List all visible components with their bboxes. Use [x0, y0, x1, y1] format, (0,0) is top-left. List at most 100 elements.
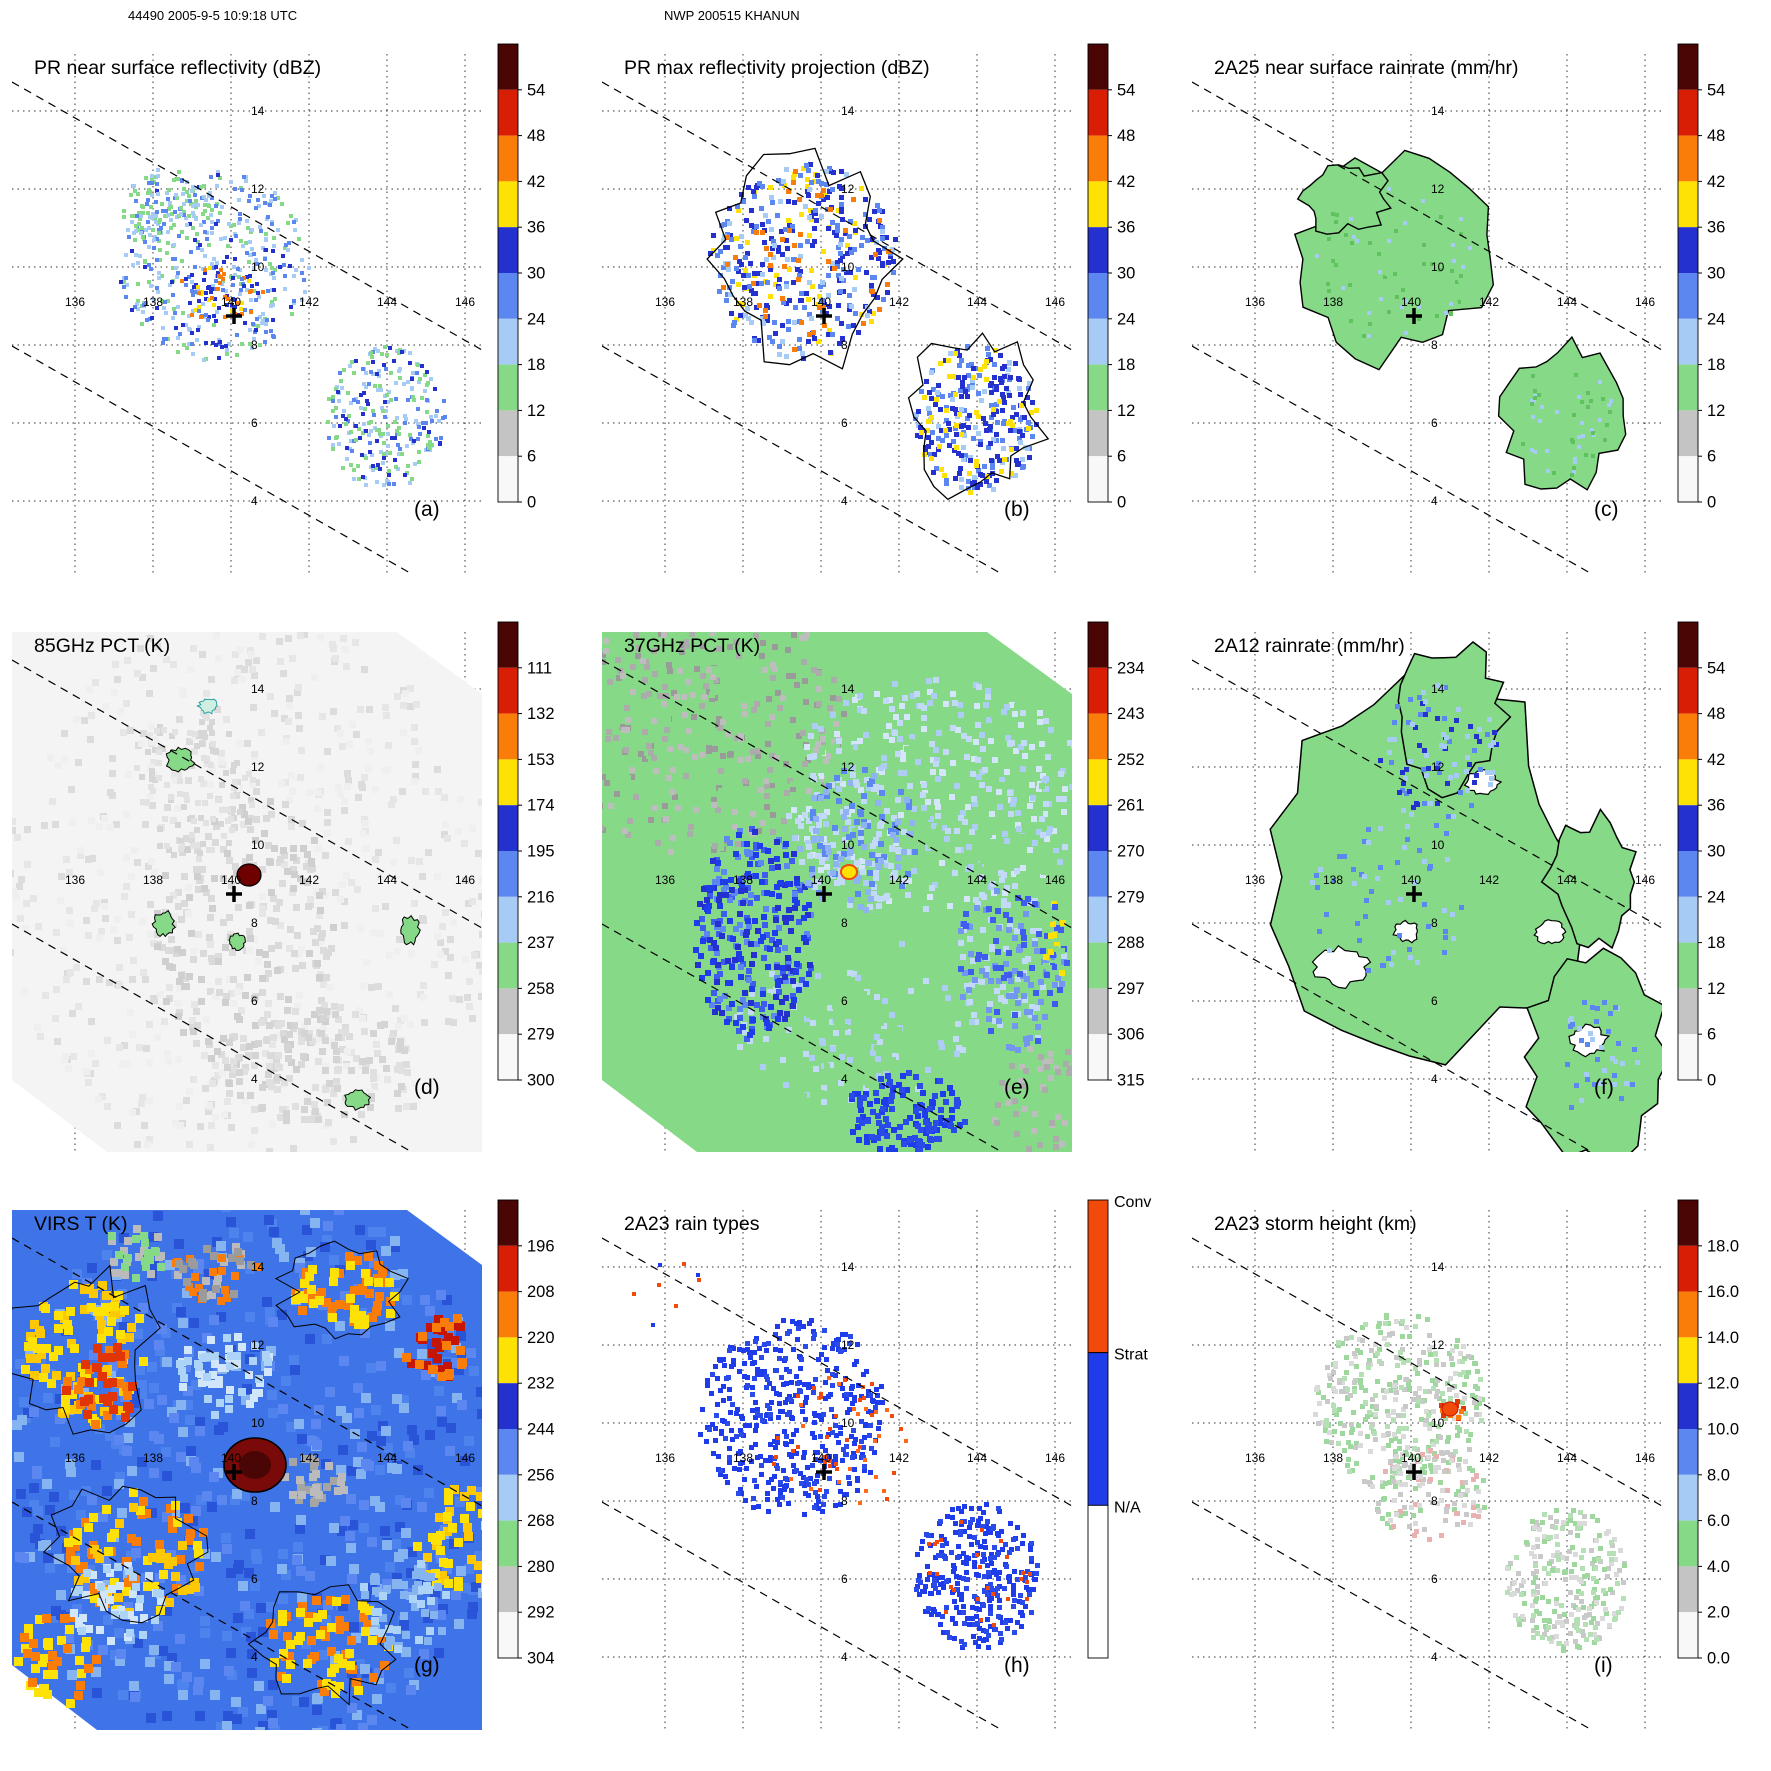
colorbar-g: 196 208 220 232 244 256 268 280 292 304 — [497, 1199, 555, 1668]
axis-labels: 136 138 140 142 144 146 14 12 10 8 6 4 — [1245, 104, 1655, 508]
colorbar-label: 54 — [1117, 81, 1135, 99]
colorbar-label: 24 — [527, 310, 545, 328]
colorbar-label: 12 — [1707, 402, 1725, 420]
swath-edge-lines — [1192, 659, 1662, 1152]
lat-label: 10 — [1431, 260, 1445, 274]
lat-label: 12 — [841, 182, 855, 196]
lon-label: 140 — [1401, 873, 1421, 887]
lat-label: 10 — [1431, 1416, 1445, 1430]
swath-edge-lines — [602, 1237, 1072, 1730]
storm-center-marker — [226, 1464, 242, 1480]
colorbar-label: 42 — [1117, 173, 1135, 191]
colorbar-label: 24 — [1707, 310, 1725, 328]
panel-letter: (a) — [414, 498, 440, 521]
swath-edge-lines — [1192, 1237, 1662, 1730]
panel-letter: (i) — [1594, 1654, 1613, 1677]
lat-label: 6 — [1431, 416, 1438, 430]
lon-label: 144 — [1557, 295, 1577, 309]
lon-label: 144 — [377, 295, 397, 309]
colorbar-label: 36 — [1117, 219, 1135, 237]
figure-e: 136 138 140 142 144 146 14 12 10 8 6 4 (e) 37GHz PCT … — [602, 621, 1145, 1152]
panel-title: VIRS T (K) — [34, 1213, 128, 1235]
lon-label: 146 — [1635, 1451, 1655, 1465]
colorbar-label: 216 — [527, 888, 555, 906]
data-layer — [1293, 149, 1627, 491]
lon-label: 146 — [1635, 295, 1655, 309]
panel-a: 136 138 140 142 144 146 14 12 10 8 6 4 (a) PR near su… — [2, 28, 587, 600]
colorbar-label: 0 — [1707, 494, 1716, 512]
colorbar-label: 48 — [1707, 127, 1725, 145]
colorbar-label: 14.0 — [1707, 1329, 1739, 1347]
map-b: 136 138 140 142 144 146 14 12 10 8 6 4 (b) — [602, 54, 1072, 574]
panel-title: 2A23 storm height (km) — [1214, 1213, 1417, 1235]
colorbar-label: 300 — [527, 1072, 555, 1090]
lat-label: 6 — [841, 994, 848, 1008]
colorbar-label: 6.0 — [1707, 1512, 1730, 1530]
panel-letter: (h) — [1004, 1654, 1030, 1677]
colorbar-label: 0 — [1117, 494, 1126, 512]
storm-center-marker — [1406, 1464, 1422, 1480]
lat-label: 10 — [841, 1416, 855, 1430]
colorbar-label: 12 — [1117, 402, 1135, 420]
storm-center-marker — [816, 1464, 832, 1480]
colorbar-label: 18 — [1707, 934, 1725, 952]
lon-label: 144 — [377, 1451, 397, 1465]
lat-label: 6 — [1431, 1572, 1438, 1586]
panel-e: 136 138 140 142 144 146 14 12 10 8 6 4 (e) 37GHz PCT … — [592, 606, 1177, 1178]
lat-label: 12 — [251, 1338, 265, 1352]
lon-label: 136 — [655, 873, 675, 887]
lon-label: 142 — [889, 1451, 909, 1465]
colorbar-label: 18 — [1117, 356, 1135, 374]
lat-label: 14 — [1431, 1260, 1445, 1274]
lat-label: 14 — [841, 1260, 855, 1274]
lon-label: 136 — [1245, 295, 1265, 309]
lon-label: 138 — [143, 1451, 163, 1465]
lon-label: 138 — [733, 873, 753, 887]
figure-g: 136 138 140 142 144 146 14 12 10 8 6 4 (g) VIRS T (K)… — [12, 1199, 555, 1730]
panel-b: 136 138 140 142 144 146 14 12 10 8 6 4 (b) PR max ref… — [592, 28, 1177, 600]
lon-label: 140 — [811, 1451, 831, 1465]
colorbar-label: N/A — [1114, 1499, 1141, 1516]
panel-letter: (c) — [1594, 498, 1619, 521]
axis-labels: 136 138 140 142 144 146 14 12 10 8 6 4 — [1245, 1260, 1655, 1664]
lat-label: 14 — [251, 1260, 265, 1274]
axis-labels: 136 138 140 142 144 146 14 12 10 8 6 4 — [655, 682, 1065, 1086]
colorbar-b: 54 48 42 36 30 24 18 12 6 0 — [1087, 43, 1135, 512]
lon-label: 138 — [1323, 873, 1343, 887]
lon-label: 138 — [143, 295, 163, 309]
lat-label: 4 — [251, 494, 258, 508]
panel-letter: (e) — [1004, 1076, 1030, 1099]
colorbar-label: 258 — [527, 980, 555, 998]
panel-i: 136 138 140 142 144 146 14 12 10 8 6 4 (i) 2A23 storm… — [1182, 1184, 1767, 1756]
axis-labels: 136 138 140 142 144 146 14 12 10 8 6 4 — [655, 104, 1065, 508]
panel-title: PR near surface reflectivity (dBZ) — [34, 57, 321, 79]
lat-label: 14 — [841, 682, 855, 696]
data-layer — [602, 632, 1072, 1152]
lon-label: 142 — [889, 873, 909, 887]
colorbar-label: 8.0 — [1707, 1466, 1730, 1484]
lon-label: 144 — [1557, 1451, 1577, 1465]
lon-label: 142 — [1479, 295, 1499, 309]
lat-label: 12 — [251, 182, 265, 196]
colorbar-label: 36 — [1707, 797, 1725, 815]
lat-label: 14 — [251, 104, 265, 118]
colorbar-label: 18 — [527, 356, 545, 374]
colorbar-label: 54 — [1707, 81, 1725, 99]
colorbar-label: 48 — [1707, 705, 1725, 723]
colorbar-f: 54 48 42 36 30 24 18 12 6 0 — [1677, 621, 1725, 1090]
lat-label: 10 — [841, 260, 855, 274]
lat-label: 12 — [841, 1338, 855, 1352]
lon-label: 144 — [967, 295, 987, 309]
lon-label: 142 — [889, 295, 909, 309]
colorbar-label: 54 — [1707, 659, 1725, 677]
map-g: 136 138 140 142 144 146 14 12 10 8 6 4 (g) — [12, 1210, 482, 1730]
lat-label: 8 — [251, 1494, 258, 1508]
lon-label: 146 — [455, 1451, 475, 1465]
storm-center-marker — [1406, 308, 1422, 324]
grid-lines — [602, 54, 1072, 574]
lon-label: 144 — [377, 873, 397, 887]
panel-h: 136 138 140 142 144 146 14 12 10 8 6 4 (h) 2A23 rain … — [592, 1184, 1177, 1756]
lat-label: 8 — [1431, 916, 1438, 930]
data-layer — [119, 168, 447, 487]
data-layer — [1313, 1313, 1627, 1653]
